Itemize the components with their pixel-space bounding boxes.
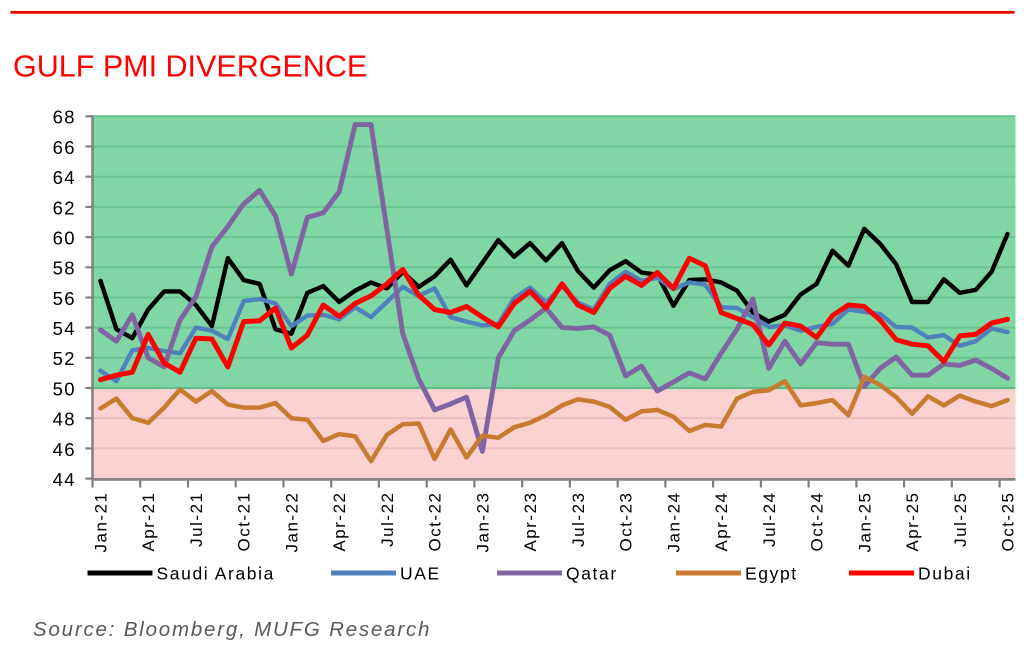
svg-text:58: 58 — [53, 258, 76, 279]
svg-text:UAE: UAE — [400, 564, 441, 584]
svg-text:68: 68 — [53, 107, 76, 128]
svg-text:66: 66 — [53, 137, 76, 158]
svg-text:54: 54 — [53, 318, 76, 339]
svg-text:Jan-23: Jan-23 — [473, 492, 492, 553]
svg-text:Jan-21: Jan-21 — [92, 492, 111, 553]
svg-text:Jul-22: Jul-22 — [378, 492, 397, 547]
svg-text:Jul-23: Jul-23 — [569, 492, 588, 547]
svg-text:GULF PMI DIVERGENCE: GULF PMI DIVERGENCE — [13, 50, 367, 84]
svg-text:48: 48 — [53, 409, 76, 430]
svg-text:44: 44 — [53, 469, 76, 490]
svg-text:Source: Bloomberg, MUFG Resear: Source: Bloomberg, MUFG Research — [33, 618, 431, 641]
svg-text:Jan-22: Jan-22 — [282, 492, 301, 553]
svg-text:46: 46 — [53, 439, 76, 460]
svg-text:Apr-23: Apr-23 — [521, 492, 540, 552]
svg-text:60: 60 — [53, 228, 76, 249]
svg-text:Jan-25: Jan-25 — [855, 492, 874, 553]
svg-text:Jan-24: Jan-24 — [664, 492, 683, 553]
svg-text:52: 52 — [53, 348, 76, 369]
svg-text:Saudi Arabia: Saudi Arabia — [157, 564, 275, 584]
svg-text:Jul-24: Jul-24 — [760, 492, 779, 547]
svg-text:Jul-21: Jul-21 — [187, 492, 206, 547]
svg-text:Oct-25: Oct-25 — [999, 492, 1018, 552]
svg-text:Apr-22: Apr-22 — [330, 492, 349, 552]
svg-text:64: 64 — [53, 167, 76, 188]
svg-text:62: 62 — [53, 197, 76, 218]
svg-text:Qatar: Qatar — [566, 564, 618, 584]
svg-text:Oct-22: Oct-22 — [426, 492, 445, 552]
svg-text:Jul-25: Jul-25 — [951, 492, 970, 547]
svg-text:Oct-21: Oct-21 — [235, 492, 254, 552]
svg-text:Apr-24: Apr-24 — [712, 492, 731, 552]
svg-text:Oct-23: Oct-23 — [617, 492, 636, 552]
svg-text:Apr-21: Apr-21 — [139, 492, 158, 552]
svg-text:Egypt: Egypt — [745, 564, 798, 584]
svg-text:Dubai: Dubai — [918, 564, 972, 584]
svg-text:Oct-24: Oct-24 — [808, 492, 827, 552]
svg-text:56: 56 — [53, 288, 76, 309]
svg-text:50: 50 — [53, 378, 76, 399]
svg-text:Apr-25: Apr-25 — [903, 492, 922, 552]
